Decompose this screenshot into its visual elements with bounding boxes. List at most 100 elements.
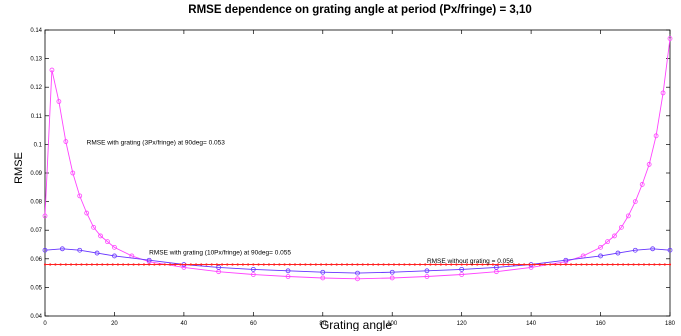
data-point-no_grating — [80, 263, 83, 266]
data-point-grating10 — [146, 257, 152, 263]
data-point-no_grating — [267, 263, 271, 266]
data-point-no_grating — [627, 263, 630, 266]
y-tick-label: 0.11 — [31, 114, 43, 120]
data-point-no_grating — [288, 263, 291, 266]
data-point-no_grating — [642, 263, 646, 266]
data-point-grating3 — [320, 275, 326, 281]
data-point-no_grating — [262, 263, 265, 266]
data-point-no_grating — [142, 263, 146, 266]
data-point-no_grating — [59, 263, 62, 266]
data-point-no_grating — [606, 263, 609, 266]
data-point-grating10 — [632, 247, 638, 253]
data-point-no_grating — [231, 263, 234, 266]
data-point-no_grating — [481, 263, 484, 266]
data-point-no_grating — [585, 263, 588, 266]
data-point-no_grating — [528, 263, 531, 266]
data-point-no_grating — [158, 263, 161, 266]
data-point-no_grating — [184, 263, 187, 266]
data-point-grating3 — [667, 36, 673, 41]
data-point-no_grating — [95, 263, 99, 266]
data-point-no_grating — [148, 263, 151, 266]
data-point-grating10 — [459, 266, 465, 272]
data-point-no_grating — [278, 263, 281, 266]
data-point-grating10 — [424, 268, 430, 274]
data-point-no_grating — [361, 263, 364, 266]
data-point-grating3 — [70, 170, 76, 176]
data-point-grating10 — [112, 253, 117, 259]
data-point-no_grating — [205, 263, 208, 266]
data-point-no_grating — [132, 263, 135, 266]
data-point-no_grating — [85, 263, 88, 266]
data-point-no_grating — [215, 263, 218, 266]
data-point-no_grating — [392, 263, 396, 266]
x-tick-label: 80 — [319, 321, 326, 327]
data-point-no_grating — [398, 263, 401, 266]
data-point-grating10 — [285, 268, 291, 274]
data-point-grating10 — [216, 264, 222, 270]
data-point-no_grating — [408, 263, 411, 266]
data-point-no_grating — [335, 263, 338, 266]
series-line-grating10 — [44, 248, 671, 274]
data-point-no_grating — [444, 263, 448, 266]
x-tick-label: 100 — [387, 321, 398, 327]
data-point-grating3 — [285, 274, 291, 279]
data-point-no_grating — [137, 263, 140, 266]
data-point-grating10 — [389, 269, 395, 275]
data-point-no_grating — [69, 263, 73, 266]
data-point-grating3 — [653, 133, 659, 139]
data-point-grating3 — [639, 182, 645, 187]
data-point-no_grating — [616, 263, 620, 266]
data-point-grating10 — [59, 246, 65, 252]
data-point-no_grating — [226, 263, 229, 266]
series-grating3 — [42, 36, 673, 282]
data-point-grating3 — [112, 244, 117, 250]
x-tick-label: 60 — [250, 321, 257, 327]
data-point-no_grating — [413, 263, 416, 266]
data-point-grating3 — [424, 274, 430, 279]
data-point-no_grating — [439, 263, 442, 266]
data-point-no_grating — [590, 263, 593, 266]
y-tick-label: 0.09 — [30, 171, 42, 177]
data-point-no_grating — [450, 263, 453, 266]
data-point-no_grating — [580, 263, 583, 266]
data-point-no_grating — [543, 263, 547, 266]
data-point-no_grating — [309, 263, 312, 266]
data-point-no_grating — [387, 263, 390, 266]
data-point-no_grating — [210, 263, 213, 266]
data-point-grating3 — [91, 224, 97, 230]
y-tick-label: 0.12 — [30, 85, 42, 91]
data-point-no_grating — [168, 263, 172, 266]
x-tick-label: 160 — [596, 321, 607, 327]
data-point-no_grating — [351, 263, 354, 266]
data-point-no_grating — [403, 263, 406, 266]
y-tick-label: 0.14 — [30, 28, 42, 34]
data-point-grating3 — [63, 139, 69, 144]
y-tick-label: 0.05 — [30, 285, 42, 291]
data-point-grating3 — [646, 162, 652, 167]
data-point-grating10 — [320, 269, 326, 275]
data-point-no_grating — [194, 263, 198, 266]
x-tick-label: 0 — [43, 321, 47, 327]
data-point-grating3 — [98, 233, 103, 239]
data-point-no_grating — [611, 263, 614, 266]
y-tick-label: 0.1 — [34, 142, 43, 148]
data-point-no_grating — [637, 263, 640, 266]
data-point-no_grating — [497, 263, 500, 266]
y-tick-label: 0.13 — [30, 57, 42, 63]
data-point-grating3 — [598, 244, 603, 250]
data-point-no_grating — [319, 263, 323, 266]
data-point-grating10 — [77, 247, 83, 253]
data-point-no_grating — [54, 263, 57, 266]
data-point-no_grating — [382, 263, 385, 266]
x-tick-label: 140 — [526, 321, 537, 327]
data-point-grating3 — [625, 213, 631, 219]
data-point-grating3 — [77, 193, 83, 199]
data-point-no_grating — [424, 263, 427, 266]
data-point-grating3 — [49, 67, 55, 73]
data-point-no_grating — [575, 263, 578, 266]
annotation-grating3: RMSE with grating (3Px/fringe) at 90deg=… — [87, 139, 226, 146]
data-point-no_grating — [241, 263, 245, 266]
data-point-grating10 — [250, 266, 256, 272]
data-point-no_grating — [163, 263, 166, 266]
data-point-no_grating — [366, 263, 370, 266]
